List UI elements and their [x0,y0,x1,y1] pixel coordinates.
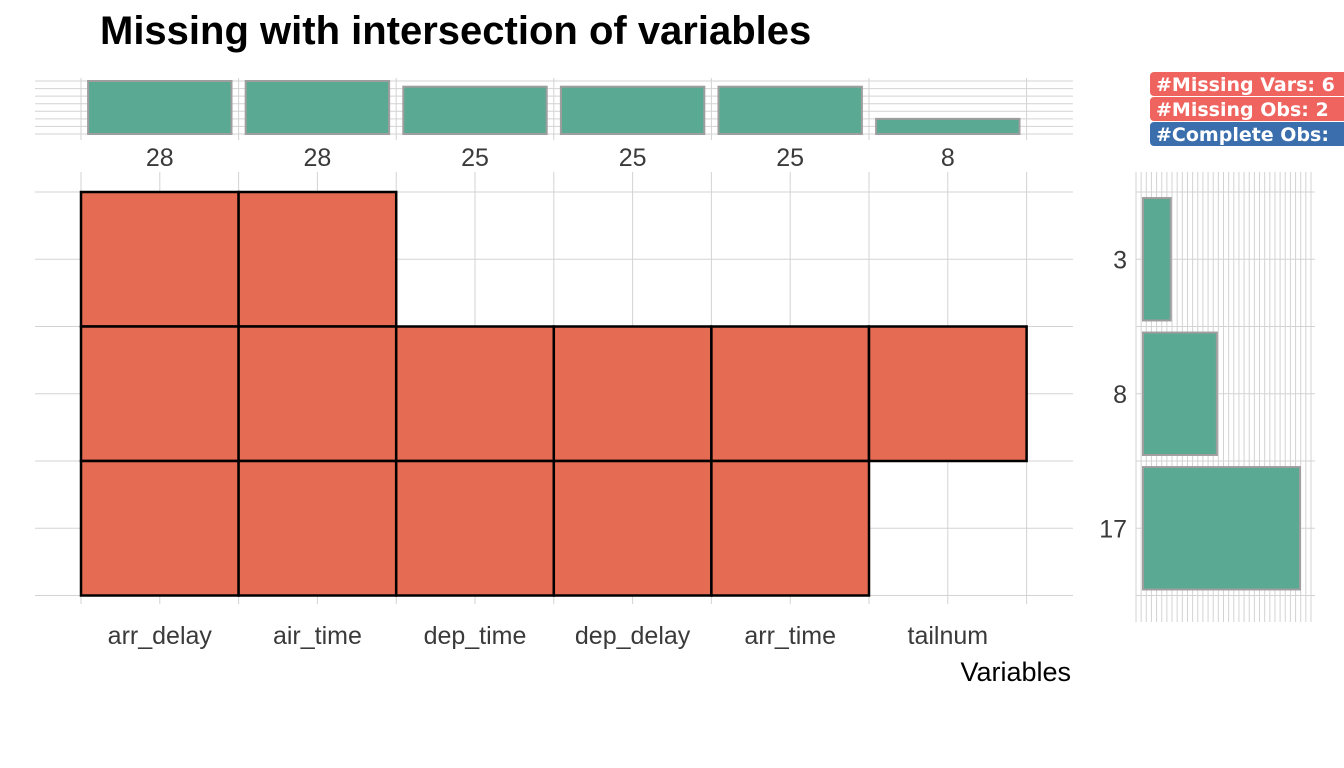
top-bar-value-label: 28 [146,144,174,172]
summary-badge [1150,97,1344,121]
summary-badge-text: #Missing Vars: 6 [1156,74,1335,96]
right-bar-series [1142,197,1301,591]
right-bar-tick-labels: 3 8 17 [1099,246,1127,543]
matrix-tile [237,190,398,328]
matrix-tile [79,459,240,597]
x-axis-tick-labels: arr_delay air_time dep_time dep_delay arr_ti… [108,622,988,650]
right-bar-category-label: 3 [1113,246,1127,274]
top-bar-value-label: 25 [461,144,489,172]
matrix-tile [237,459,398,597]
right-bar [1142,466,1301,591]
top-bar [559,85,706,136]
x-tick-label: arr_delay [108,622,213,650]
x-tick-label: air_time [273,622,362,650]
top-bar-series [87,80,1021,136]
right-bar [1142,197,1172,322]
x-tick-label: dep_delay [575,622,691,650]
top-bar-value-label: 28 [303,144,331,172]
matrix-tile [552,325,713,463]
matrix-tile [79,190,240,328]
matrix-tile [710,459,871,597]
matrix-tile [552,459,713,597]
top-bar [244,80,391,135]
top-bar-value-label: 25 [619,144,647,172]
x-tick-label: arr_time [744,622,836,650]
summary-badge [1150,72,1344,96]
top-bar [87,80,233,135]
matrix-tile [710,325,871,463]
matrix-tile [79,325,240,463]
top-bar [875,117,1021,135]
x-axis-title: Variables [960,657,1071,687]
right-bar-category-label: 8 [1113,381,1127,409]
top-bar [402,85,548,136]
matrix-tiles [79,190,1028,597]
top-bar-value-label: 8 [941,144,955,172]
top-bar [717,85,863,136]
x-tick-label: dep_time [424,622,527,650]
right-bar-category-label: 17 [1099,515,1127,543]
matrix-tile [867,325,1028,463]
right-bar [1142,331,1218,456]
chart-title: Missing with intersection of variables [100,9,811,53]
matrix-tile [394,459,556,597]
summary-badge [1150,122,1344,146]
matrix-tile [394,325,556,463]
top-bar-data-labels: 28 28 25 25 25 8 [146,144,955,172]
summary-badge-text: #Complete Obs: [1156,124,1329,146]
top-bar-value-label: 25 [776,144,804,172]
summary-badge-text: #Missing Obs: 2 [1156,99,1329,121]
x-tick-label: tailnum [908,622,989,650]
summary-badges: #Missing Vars: 6 #Missing Obs: 2 #Complete… [1150,72,1344,146]
matrix-tile [237,325,398,463]
